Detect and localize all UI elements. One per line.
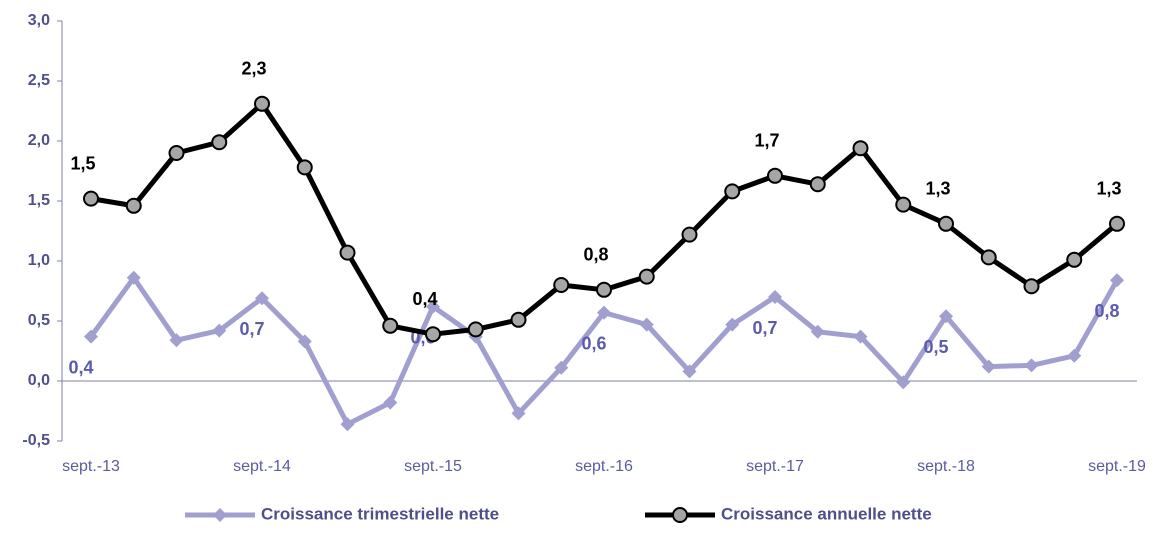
data-point (425, 326, 441, 343)
data-point (83, 190, 99, 207)
legend-label: Croissance annuelle nette (721, 504, 932, 523)
data-label: 0,4 (68, 357, 93, 377)
data-point (510, 311, 527, 328)
data-label: 1,3 (1096, 179, 1121, 199)
x-tick-label: sept.-16 (575, 458, 633, 475)
y-tick-label: 1,0 (28, 252, 50, 269)
data-point (1024, 358, 1039, 373)
data-point (1023, 278, 1040, 295)
y-tick-label: 2,0 (28, 132, 50, 149)
data-point (296, 159, 313, 176)
y-tick-label: 1,5 (28, 192, 50, 209)
data-label: 1,5 (70, 153, 95, 173)
data-label: 0,4 (412, 289, 437, 309)
data-point (1110, 273, 1124, 288)
y-tick-label: 0,0 (28, 372, 50, 389)
data-label: 0,8 (583, 245, 608, 265)
data-point (767, 167, 783, 184)
x-tick-label: sept.-17 (746, 458, 804, 475)
data-point (169, 333, 184, 348)
data-point (895, 196, 912, 213)
data-point (681, 226, 698, 243)
data-point (810, 324, 825, 339)
data-point (255, 291, 269, 306)
data-point (980, 249, 997, 266)
data-point (125, 197, 142, 214)
y-tick-label: 3,0 (28, 12, 50, 29)
data-point (426, 299, 440, 314)
data-point (725, 317, 740, 332)
data-point (1067, 348, 1082, 363)
data-point (126, 270, 141, 285)
data-point (596, 281, 612, 298)
y-tick-label: 2,5 (28, 72, 50, 89)
legend-marker (672, 507, 688, 523)
data-label: 0,7 (239, 319, 264, 339)
data-point (211, 134, 228, 151)
data-label: 0,8 (1094, 301, 1119, 321)
data-point (297, 334, 312, 349)
legend-label: Croissance trimestrielle nette (261, 504, 499, 523)
data-point (981, 359, 996, 374)
x-tick-label: sept.-13 (62, 458, 120, 475)
data-point (383, 395, 398, 410)
data-point (768, 290, 782, 304)
data-point (724, 183, 741, 200)
data-point (212, 323, 227, 338)
data-point (339, 244, 356, 261)
data-point (553, 277, 570, 293)
data-point (382, 317, 399, 334)
data-label: 2,3 (241, 59, 266, 79)
x-tick-label: sept.-15 (404, 458, 462, 475)
data-point (340, 417, 355, 432)
data-point (853, 329, 868, 344)
data-point (554, 360, 569, 375)
data-point (467, 321, 484, 338)
data-point (938, 215, 954, 232)
data-point (254, 95, 270, 112)
data-label: 1,7 (754, 131, 779, 151)
y-tick-label: -0,5 (22, 432, 50, 449)
data-point (896, 375, 911, 390)
data-point (852, 140, 869, 157)
data-label: 0,6 (581, 333, 606, 353)
data-point (84, 329, 98, 344)
data-point (639, 317, 654, 332)
data-point (597, 305, 611, 320)
data-point (168, 145, 185, 161)
x-tick-label: sept.-19 (1088, 458, 1146, 475)
data-point (682, 364, 697, 379)
series-line (90, 101, 1119, 337)
data-point (939, 309, 953, 324)
data-point (1066, 251, 1083, 268)
x-tick-label: sept.-14 (233, 458, 291, 475)
x-tick-label: sept.-18 (917, 458, 975, 475)
data-point (511, 406, 526, 421)
y-tick-label: 0,5 (28, 312, 50, 329)
data-label: 0,5 (923, 337, 948, 357)
data-point (638, 268, 655, 285)
data-point (1109, 215, 1125, 232)
data-label: 1,3 (925, 179, 950, 199)
data-label: 0,7 (752, 318, 777, 338)
legend-marker (213, 508, 227, 522)
data-point (809, 176, 826, 193)
